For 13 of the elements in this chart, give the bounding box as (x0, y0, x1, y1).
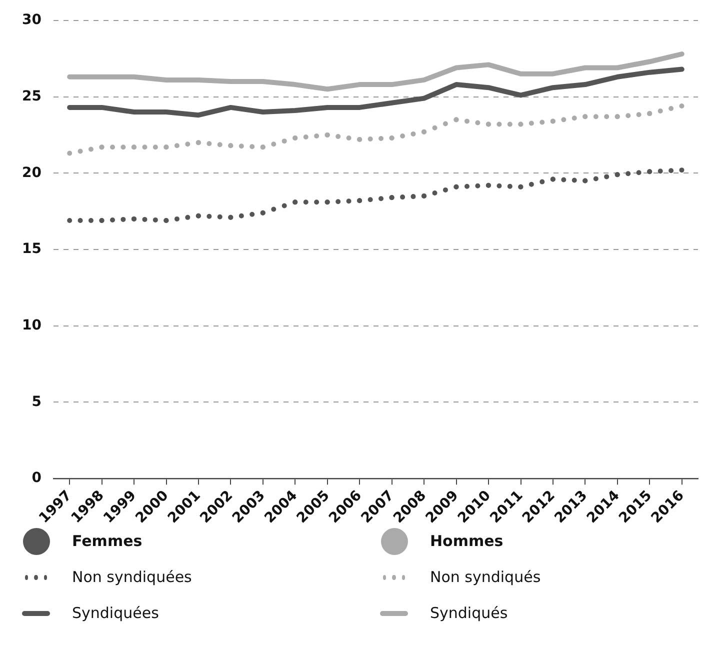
legend-label: Syndiquées (72, 604, 159, 622)
text: Hommes (430, 532, 504, 550)
y-tick-label: 30 (22, 12, 42, 28)
y-tick-label: 20 (22, 164, 42, 181)
y-tick-label: 5 (32, 394, 42, 410)
legend-label: Non syndiqués (430, 568, 541, 586)
legend-label: Syndiqués (430, 604, 508, 622)
y-tick-label: 10 (22, 317, 42, 334)
text: Femmes (72, 532, 142, 550)
y-tick-label: 15 (22, 241, 42, 258)
y-tick-label: 0 (32, 470, 42, 486)
y-tick-label: 25 (22, 88, 42, 104)
legend-label: Non syndiquées (72, 568, 192, 586)
